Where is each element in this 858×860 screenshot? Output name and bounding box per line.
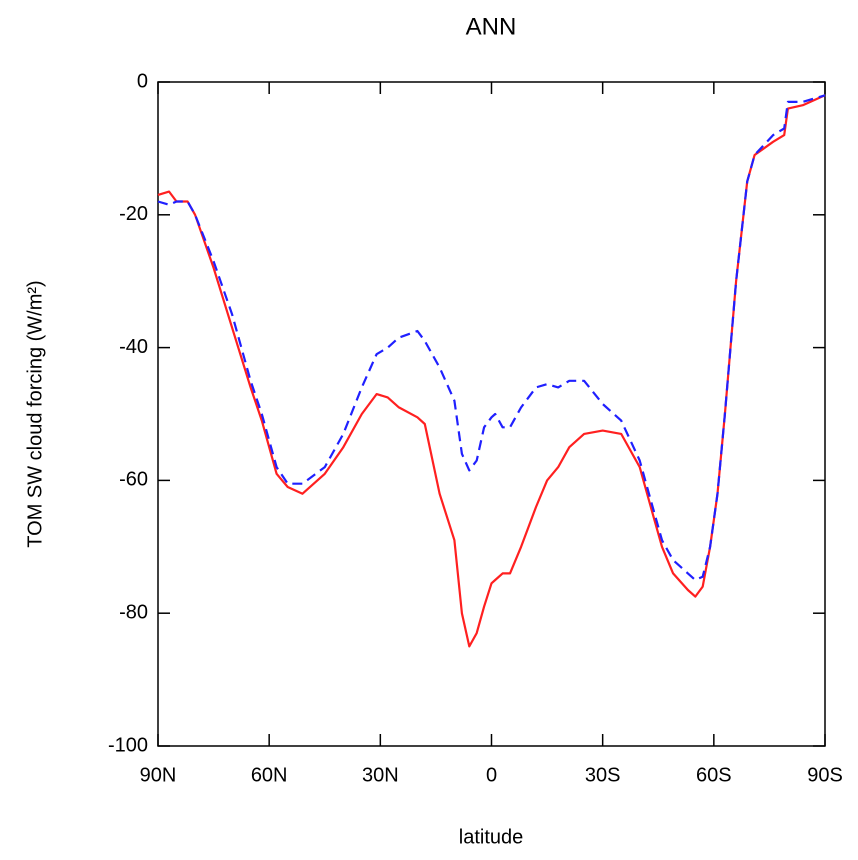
y-axis-label: TOM SW cloud forcing (W/m²): [24, 280, 46, 547]
line-series: [157, 94, 826, 648]
x-tick-label: 0: [486, 764, 497, 786]
x-tick-label: 30N: [362, 764, 399, 786]
x-tick-label: 90S: [807, 764, 843, 786]
y-tick-label: -60: [119, 469, 148, 491]
y-tick-label: -80: [119, 601, 148, 623]
x-tick-label: 60N: [251, 764, 288, 786]
line-series: [157, 94, 826, 582]
x-axis-label: latitude: [459, 826, 524, 848]
chart-title: ANN: [466, 13, 517, 40]
y-tick-label: -100: [108, 734, 148, 756]
y-tick-label: -40: [119, 336, 148, 358]
y-tick-label: 0: [137, 70, 148, 92]
x-tick-label: 30S: [585, 764, 621, 786]
y-tick-label: -20: [119, 203, 148, 225]
x-tick-label: 60S: [696, 764, 732, 786]
x-tick-label: 90N: [140, 764, 177, 786]
